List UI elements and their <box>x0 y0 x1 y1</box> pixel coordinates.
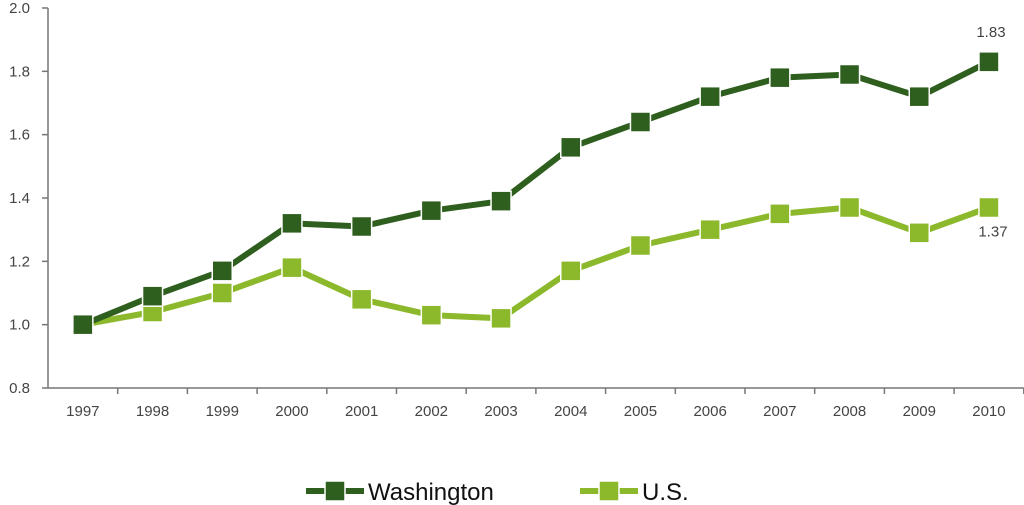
data-label-us: 1.37 <box>978 224 1007 241</box>
data-point-washington <box>420 199 443 222</box>
data-point-us <box>281 256 303 279</box>
x-tick-label: 2004 <box>554 403 587 420</box>
x-tick-label: 2000 <box>275 403 308 420</box>
y-tick-label: 1.4 <box>9 190 30 207</box>
y-tick-label: 1.8 <box>9 63 30 80</box>
data-point-washington <box>72 313 94 336</box>
data-point-washington <box>838 63 861 86</box>
y-tick-label: 1.2 <box>9 253 30 270</box>
data-point-washington <box>560 136 582 159</box>
x-tick-label: 2001 <box>345 403 378 420</box>
data-point-washington <box>211 260 233 282</box>
x-tick-label: 1997 <box>66 403 99 420</box>
series-line-washington <box>81 59 991 328</box>
data-point-us <box>350 288 373 311</box>
x-tick-label: 2002 <box>415 403 448 420</box>
data-point-washington <box>490 190 512 212</box>
x-tick-label: 2003 <box>484 403 517 420</box>
legend-label-us: U.S. <box>642 479 689 505</box>
data-point-washington <box>141 285 164 307</box>
x-tick-label: 2010 <box>972 403 1005 420</box>
data-point-washington <box>629 111 652 133</box>
data-point-us <box>211 282 233 304</box>
x-tick-label: 1999 <box>206 403 239 420</box>
data-point-washington <box>350 215 373 238</box>
data-point-washington <box>769 66 791 89</box>
data-point-us <box>560 260 582 282</box>
data-point-us <box>699 218 721 241</box>
legend-label-washington: Washington <box>368 479 494 505</box>
data-point-us <box>978 196 1000 219</box>
legend-marker-washington <box>324 480 346 502</box>
x-tick-label: 1998 <box>136 403 169 420</box>
data-point-us <box>769 203 791 225</box>
x-tick-label: 2006 <box>693 403 726 420</box>
x-tick-label: 2007 <box>763 403 796 420</box>
data-point-us <box>908 222 930 244</box>
data-point-washington <box>699 85 721 108</box>
y-tick-label: 1.6 <box>9 127 30 144</box>
y-tick-label: 1.0 <box>9 317 30 334</box>
data-point-us <box>490 307 512 330</box>
data-label-washington: 1.83 <box>976 24 1005 41</box>
data-point-washington <box>978 51 1000 73</box>
x-tick-label: 2008 <box>833 403 866 420</box>
data-point-us <box>629 234 652 257</box>
data-point-us <box>420 304 443 326</box>
data-point-us <box>838 196 861 219</box>
series-line-us <box>82 204 990 328</box>
y-tick-label: 2.0 <box>9 0 30 17</box>
data-point-washington <box>281 212 303 235</box>
x-tick-label: 2005 <box>624 403 657 420</box>
y-tick-label: 0.8 <box>9 380 30 397</box>
data-point-washington <box>908 85 930 108</box>
x-tick-label: 2009 <box>903 403 936 420</box>
legend-marker-us <box>598 480 620 502</box>
